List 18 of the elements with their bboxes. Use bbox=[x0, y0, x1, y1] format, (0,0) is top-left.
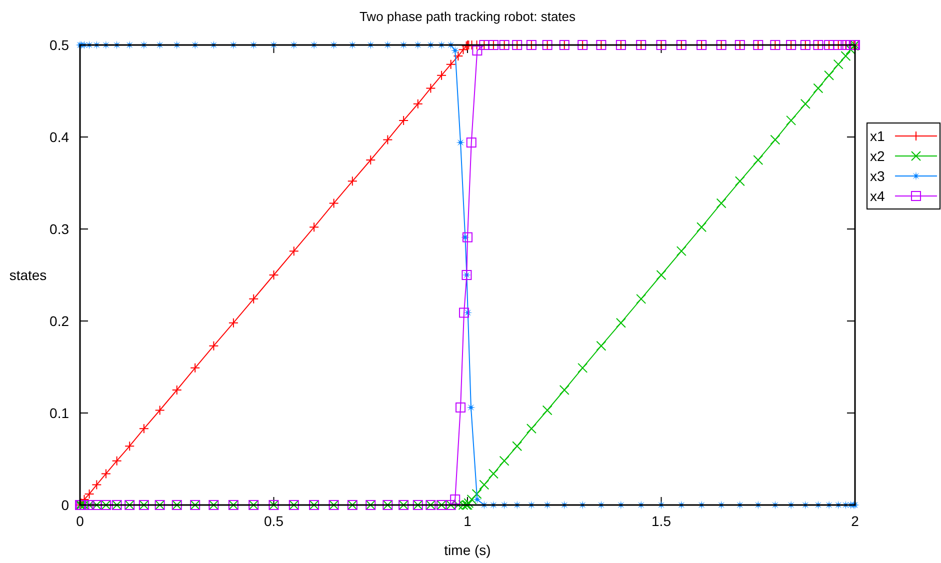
legend-label: x4 bbox=[870, 188, 885, 204]
legend-label: x2 bbox=[870, 148, 885, 164]
x-tick-label: 2 bbox=[851, 513, 860, 529]
y-axis-title: states bbox=[9, 267, 47, 283]
x-tick-label: 1.5 bbox=[652, 513, 672, 529]
y-tick-label: 0.1 bbox=[50, 405, 70, 421]
x-tick-label: 1 bbox=[464, 513, 472, 529]
x-axis-title: time (s) bbox=[444, 542, 491, 558]
y-tick-label: 0.5 bbox=[50, 37, 70, 53]
legend-label: x3 bbox=[870, 168, 885, 184]
legend-label: x1 bbox=[870, 128, 885, 144]
y-tick-label: 0 bbox=[61, 497, 70, 513]
x-tick-label: 0 bbox=[76, 513, 84, 529]
y-tick-label: 0.4 bbox=[50, 129, 70, 145]
chart-title: Two phase path tracking robot: states bbox=[359, 9, 576, 24]
y-tick-label: 0.3 bbox=[50, 221, 70, 237]
x-tick-label: 0.5 bbox=[264, 513, 284, 529]
y-tick-label: 0.2 bbox=[50, 313, 70, 329]
